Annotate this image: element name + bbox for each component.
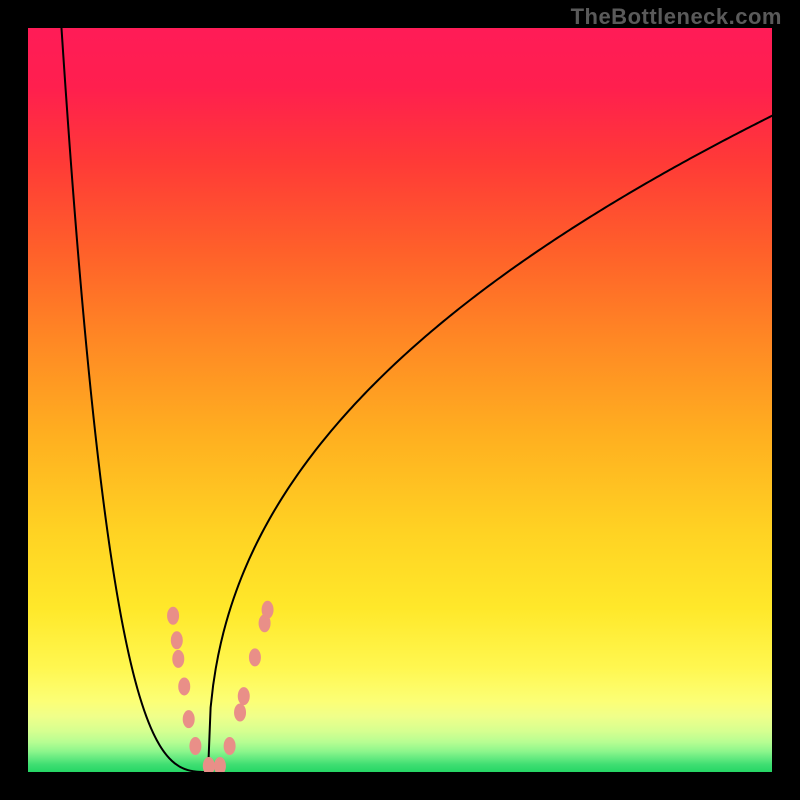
data-marker: [167, 607, 179, 625]
data-marker: [189, 737, 201, 755]
data-marker: [178, 677, 190, 695]
data-marker: [249, 648, 261, 666]
data-marker: [224, 737, 236, 755]
data-marker: [183, 710, 195, 728]
data-marker: [238, 687, 250, 705]
data-marker: [171, 631, 183, 649]
bottleneck-chart: [28, 28, 772, 772]
gradient-background: [28, 28, 772, 772]
data-marker: [262, 601, 274, 619]
data-marker: [234, 703, 246, 721]
data-marker: [172, 650, 184, 668]
watermark-text: TheBottleneck.com: [571, 4, 782, 30]
